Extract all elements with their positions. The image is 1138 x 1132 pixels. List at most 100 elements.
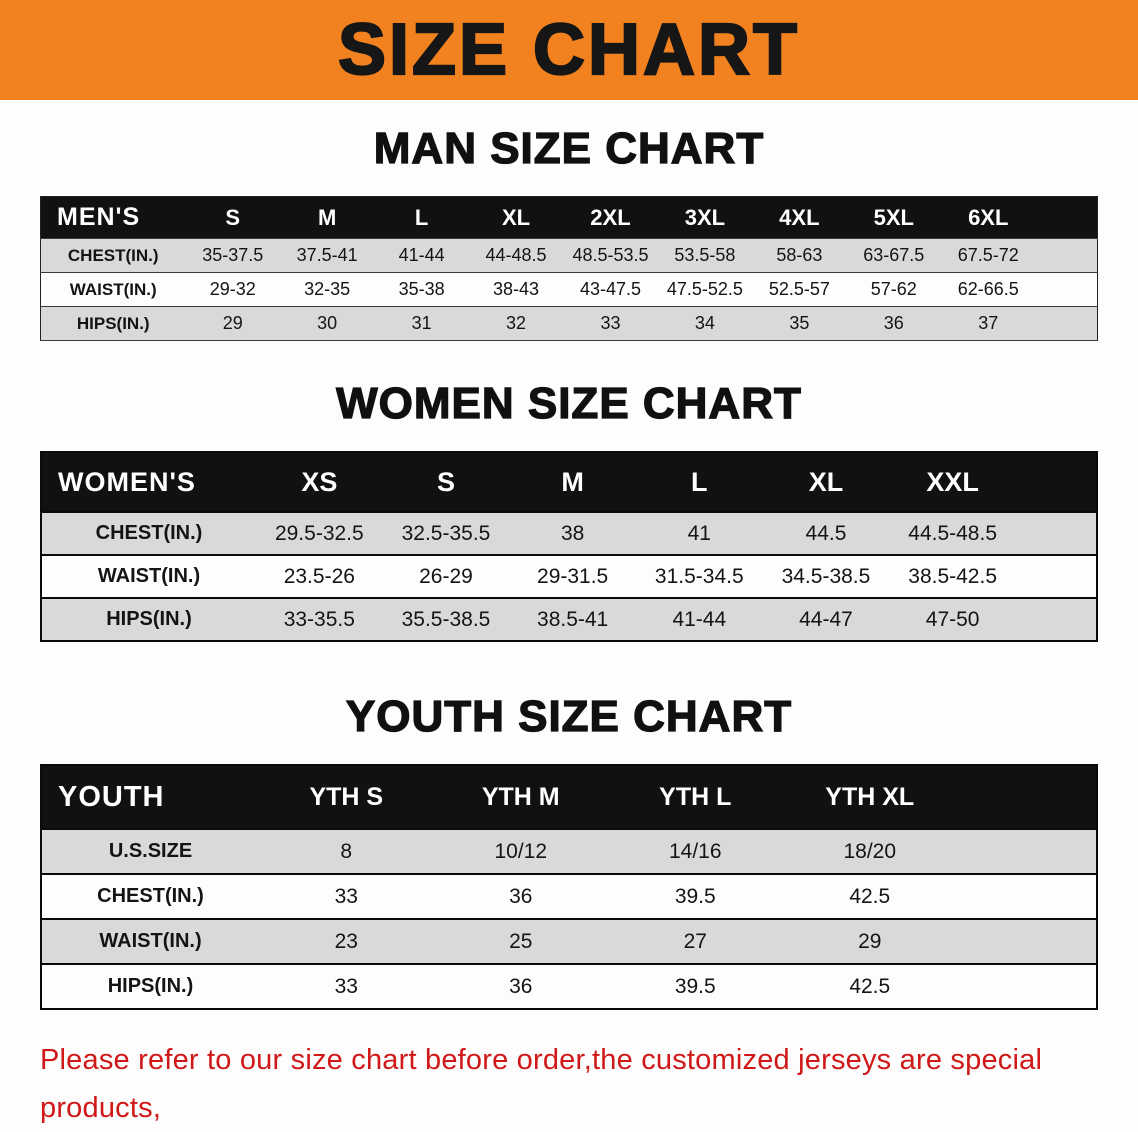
size-value-cell: 34 [657,306,753,341]
measurement-row: WAIST(IN.) 23.5-26 26-29 29-31.5 31.5-34.5 34… [41,554,1097,599]
measurement-label: U.S.SIZE [41,828,259,875]
table-corner-label: YOUTH [41,765,259,829]
youth-size-table: YOUTH YTH S YTH M YTH L YTH XL U.S.SIZE 8 10/12… [40,764,1098,1010]
women-section-heading-wrap: WOMEN SIZE CHART [0,378,1138,429]
measurement-label: WAIST(IN.) [41,918,259,965]
size-chart-banner: SIZE CHART [0,0,1138,100]
size-column-header: M [509,452,636,512]
size-value-cell: 38 [509,511,636,556]
size-column-header: YTH S [259,765,434,829]
men-size-table: MEN'S S M L XL 2XL 3XL 4XL 5XL 6XL CHEST(IN.) 35-37… [40,196,1098,341]
size-value-cell: 33-35.5 [256,597,383,642]
size-value-cell: 35 [752,306,847,341]
measurement-label: HIPS(IN.) [41,597,256,642]
size-value-cell: 35-37.5 [185,238,280,273]
size-value-cell: 23 [259,918,434,965]
table-corner-label: MEN'S [40,196,186,239]
size-value-cell: 39.5 [608,963,783,1010]
row-spacer [1035,272,1098,307]
row-spacer [1035,306,1098,341]
measurement-row: CHEST(IN.) 33 36 39.5 42.5 [41,873,1097,920]
size-value-cell: 44-48.5 [468,238,564,273]
size-value-cell: 52.5-57 [752,272,847,307]
size-value-cell: 23.5-26 [256,554,383,599]
size-value-cell: 67.5-72 [941,238,1036,273]
table-header-row: MEN'S S M L XL 2XL 3XL 4XL 5XL 6XL [40,196,1098,239]
size-value-cell: 10/12 [433,828,608,875]
order-disclaimer: Please refer to our size chart before or… [40,1036,1118,1132]
size-column-header: 6XL [941,196,1036,239]
size-value-cell: 32 [468,306,564,341]
size-value-cell: 27 [608,918,783,965]
size-value-cell: 38.5-42.5 [889,554,1016,599]
size-value-cell: 62-66.5 [941,272,1036,307]
size-value-cell: 25 [433,918,608,965]
row-spacer [957,873,1097,920]
size-value-cell: 42.5 [782,963,957,1010]
size-value-cell: 29 [782,918,957,965]
size-value-cell: 44.5 [762,511,890,556]
size-value-cell: 38.5-41 [509,597,636,642]
size-value-cell: 44.5-48.5 [889,511,1016,556]
size-value-cell: 41-44 [374,238,469,273]
header-spacer [1035,196,1098,239]
measurement-label: CHEST(IN.) [41,873,259,920]
measurement-row: HIPS(IN.) 33 36 39.5 42.5 [41,963,1097,1010]
size-value-cell: 35-38 [374,272,469,307]
size-value-cell: 36 [433,963,608,1010]
measurement-row: WAIST(IN.) 23 25 27 29 [41,918,1097,965]
size-value-cell: 8 [259,828,434,875]
size-column-header: S [185,196,280,239]
row-spacer [1016,511,1097,556]
header-spacer [957,765,1097,829]
size-value-cell: 26-29 [382,554,510,599]
row-spacer [957,828,1097,875]
measurement-label: WAIST(IN.) [40,272,186,307]
size-value-cell: 32-35 [279,272,375,307]
row-spacer [957,918,1097,965]
size-column-header: YTH L [608,765,783,829]
table-header-row: WOMEN'S XS S M L XL XXL [41,452,1097,512]
size-value-cell: 31 [374,306,469,341]
women-section-heading: WOMEN SIZE CHART [335,378,802,428]
measurement-row: CHEST(IN.) 35-37.5 37.5-41 41-44 44-48.5 48.5… [40,238,1098,273]
measurement-label: CHEST(IN.) [41,511,256,556]
size-value-cell: 31.5-34.5 [635,554,763,599]
size-value-cell: 48.5-53.5 [563,238,658,273]
size-value-cell: 29.5-32.5 [256,511,383,556]
size-value-cell: 14/16 [608,828,783,875]
size-value-cell: 32.5-35.5 [382,511,510,556]
size-value-cell: 47-50 [889,597,1016,642]
measurement-row: HIPS(IN.) 33-35.5 35.5-38.5 38.5-41 41-44 44-… [41,597,1097,642]
size-value-cell: 42.5 [782,873,957,920]
size-column-header: 2XL [563,196,658,239]
size-column-header: XXL [889,452,1016,512]
size-value-cell: 33 [259,963,434,1010]
size-column-header: S [382,452,510,512]
size-column-header: L [374,196,469,239]
size-value-cell: 53.5-58 [657,238,753,273]
size-column-header: XL [468,196,564,239]
measurement-row: U.S.SIZE 8 10/12 14/16 18/20 [41,828,1097,875]
header-spacer [1016,452,1097,512]
men-section-heading: MAN SIZE CHART [373,123,765,173]
size-value-cell: 29 [185,306,280,341]
size-column-header: M [279,196,375,239]
row-spacer [1035,238,1098,273]
size-value-cell: 47.5-52.5 [657,272,753,307]
size-value-cell: 37 [941,306,1036,341]
size-value-cell: 43-47.5 [563,272,658,307]
size-column-header: 4XL [752,196,847,239]
men-section-heading-wrap: MAN SIZE CHART [0,123,1138,174]
size-value-cell: 37.5-41 [279,238,375,273]
table-corner-label: WOMEN'S [41,452,256,512]
size-value-cell: 41-44 [635,597,763,642]
measurement-row: CHEST(IN.) 29.5-32.5 32.5-35.5 38 41 44.5 44.5… [41,511,1097,556]
measurement-row: HIPS(IN.) 29 30 31 32 33 34 35 36 37 [40,306,1098,341]
measurement-label: WAIST(IN.) [41,554,256,599]
size-value-cell: 63-67.5 [846,238,941,273]
size-value-cell: 36 [433,873,608,920]
size-value-cell: 35.5-38.5 [382,597,510,642]
size-value-cell: 33 [259,873,434,920]
size-column-header: YTH M [433,765,608,829]
